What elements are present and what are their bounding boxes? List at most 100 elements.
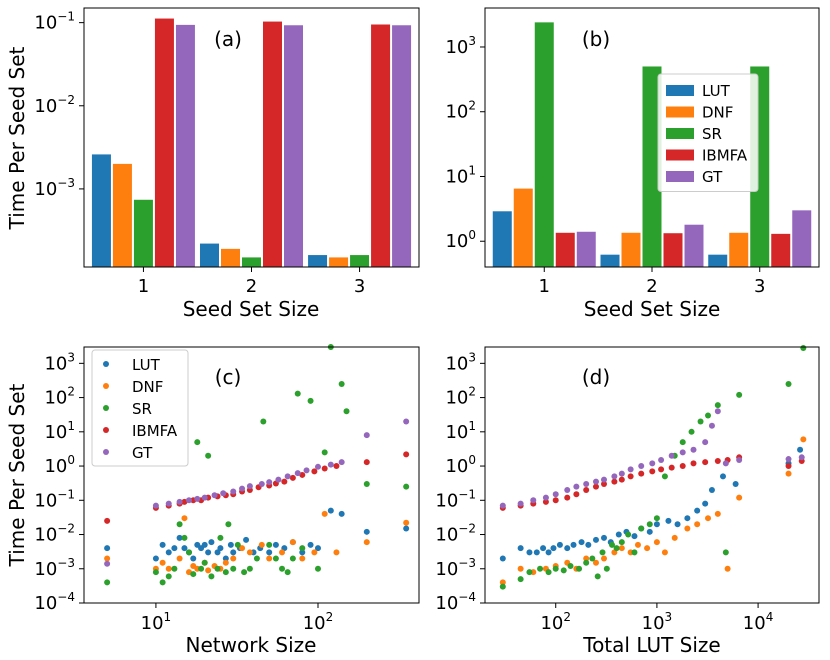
panel-c-point-lut bbox=[338, 510, 345, 517]
panel-b-bar-sr-2 bbox=[642, 66, 662, 268]
panel-d-point-gt bbox=[552, 491, 559, 498]
panel-d-point-sr bbox=[679, 439, 686, 446]
panel-d-point-sr bbox=[589, 555, 596, 562]
panel-d-x-tick-label: 103 bbox=[642, 610, 673, 634]
panel-c-y-tick-label: 101 bbox=[44, 419, 75, 443]
panel-d-point-lut bbox=[684, 515, 691, 522]
panel-d-point-gt bbox=[658, 457, 665, 464]
panel-b-bar-gt-1 bbox=[576, 231, 596, 267]
panel-c-point-lut bbox=[314, 545, 321, 552]
panel-d-point-gt bbox=[638, 463, 645, 470]
panel-c-point-gt bbox=[230, 488, 237, 495]
panel-c-point-sr bbox=[159, 579, 166, 586]
panel-d-point-dnf bbox=[705, 515, 712, 522]
panel-b-bar-dnf-3 bbox=[729, 232, 749, 267]
panel-d-point-sr bbox=[603, 565, 610, 572]
panel-b-bar-ibmfa-2 bbox=[663, 233, 683, 267]
panel-c-y-tick-label: 10−3 bbox=[34, 556, 75, 580]
panel-a-y-tick-base: 10 bbox=[34, 96, 57, 117]
panel-c-point-sr bbox=[222, 569, 229, 576]
panel-d-point-lut bbox=[600, 534, 607, 541]
panel-d-point-ibmfa bbox=[702, 459, 709, 466]
panel-c-point-dnf bbox=[176, 555, 183, 562]
panel-d-point-dnf bbox=[634, 541, 641, 548]
panel-b-legend-swatch-ibmfa bbox=[666, 149, 694, 161]
panel-a-bar-lut-3 bbox=[308, 255, 328, 267]
panel-b-legend-swatch-gt bbox=[666, 171, 694, 182]
panel-d-point-lut bbox=[585, 541, 592, 548]
panel-c-point-sr bbox=[403, 483, 410, 490]
panel-d-point-sr bbox=[583, 559, 590, 566]
panel-d-point-ibmfa bbox=[552, 497, 559, 504]
panel-b-bar-ibmfa-3 bbox=[771, 233, 791, 267]
panel-b-y-tick-base: 10 bbox=[445, 37, 468, 58]
panel-d-point-sr bbox=[613, 545, 620, 552]
panel-d-point-lut bbox=[797, 446, 804, 453]
panel-d-point-lut bbox=[526, 549, 533, 556]
panel-d-y-tick-base: 10 bbox=[445, 353, 468, 374]
panel-c-point-sr bbox=[246, 565, 253, 572]
panel-c-point-lut bbox=[214, 549, 221, 556]
panel-b-y-tick-base: 10 bbox=[445, 166, 468, 187]
panel-d-point-lut bbox=[674, 521, 681, 528]
panel-d-point-lut bbox=[556, 541, 563, 548]
panel-c-y-axis-label: Time Per Seed Set bbox=[5, 383, 29, 567]
panel-d-x-ticks: 102 103 104 bbox=[540, 603, 773, 634]
panel-a-x-tick-label: 1 bbox=[138, 276, 149, 297]
panel-c-point-dnf bbox=[239, 545, 246, 552]
panel-b-legend-swatch-sr bbox=[666, 128, 694, 139]
panel-a-bar-dnf-1 bbox=[112, 163, 132, 267]
panel-d-point-gt bbox=[798, 454, 805, 461]
panel-c-legend-label-dnf: DNF bbox=[132, 378, 163, 396]
panel-d-point-sr bbox=[785, 380, 792, 387]
panel-d-point-gt bbox=[627, 466, 634, 473]
panel-b-bar-gt-2 bbox=[684, 224, 704, 267]
panel-d-point-sr bbox=[705, 412, 712, 419]
panel-c-label: (c) bbox=[215, 365, 242, 389]
panel-d-point-sr bbox=[697, 418, 704, 425]
panel-c-point-gt bbox=[246, 483, 253, 490]
panel-d-point-dnf bbox=[517, 565, 524, 572]
panel-b-legend: LUT DNF SR IBMFA GT bbox=[657, 73, 759, 192]
panel-b-bar-dnf-1 bbox=[513, 188, 533, 267]
panel-b-bar-lut-2 bbox=[600, 254, 620, 267]
panel-d-x-tick-label: 104 bbox=[743, 610, 774, 634]
panel-d-y-tick-label: 10−3 bbox=[435, 556, 476, 580]
panel-c-point-gt bbox=[314, 463, 321, 470]
panel-d-point-dnf bbox=[592, 559, 599, 566]
panel-d-point-gt bbox=[600, 476, 607, 483]
panel-c-point-dnf bbox=[246, 549, 253, 556]
panel-b-y-tick-label: 103 bbox=[445, 34, 476, 58]
panel-d-point-sr bbox=[714, 402, 721, 409]
panel-c-frame bbox=[83, 346, 420, 604]
panel-c-y-tick-base: 10 bbox=[34, 559, 57, 580]
panel-d-point-gt bbox=[722, 460, 729, 467]
panel-b-y-tick-exponent: 2 bbox=[468, 99, 476, 113]
panel-c-point-lut bbox=[217, 545, 224, 552]
panel-c-y-tick-base: 10 bbox=[44, 422, 67, 443]
panel-a-y-tick-label: 10−1 bbox=[34, 10, 75, 34]
panel-c-legend-label-lut: LUT bbox=[132, 356, 161, 374]
panel-d-point-dnf bbox=[800, 436, 807, 443]
panel-d-point-lut bbox=[578, 539, 585, 546]
panel-d-y-tick-label: 103 bbox=[445, 350, 476, 374]
panel-c-point-dnf bbox=[363, 539, 370, 546]
panel-c-point-dnf bbox=[230, 555, 237, 562]
panel-c-point-gt bbox=[327, 461, 334, 468]
panel-d-point-gt bbox=[714, 408, 721, 415]
panel-a-bars bbox=[91, 18, 412, 268]
panel-d-x-tick-exponent: 4 bbox=[766, 610, 774, 624]
panel-c-point-sr bbox=[294, 390, 301, 397]
panel-d-x-tick-label: 102 bbox=[540, 610, 571, 634]
panel-d-point-sr bbox=[517, 576, 524, 583]
panel-b-legend-label-sr: SR bbox=[702, 125, 722, 143]
panel-d-point-sr bbox=[638, 525, 645, 532]
panel-b-x-tick-label: 1 bbox=[539, 276, 550, 297]
panel-d-point-dnf bbox=[736, 494, 743, 501]
panel-d-point-lut bbox=[545, 549, 552, 556]
panel-c-y-tick-exponent: −4 bbox=[57, 590, 75, 604]
panel-d-y-tick-exponent: −1 bbox=[458, 487, 476, 501]
